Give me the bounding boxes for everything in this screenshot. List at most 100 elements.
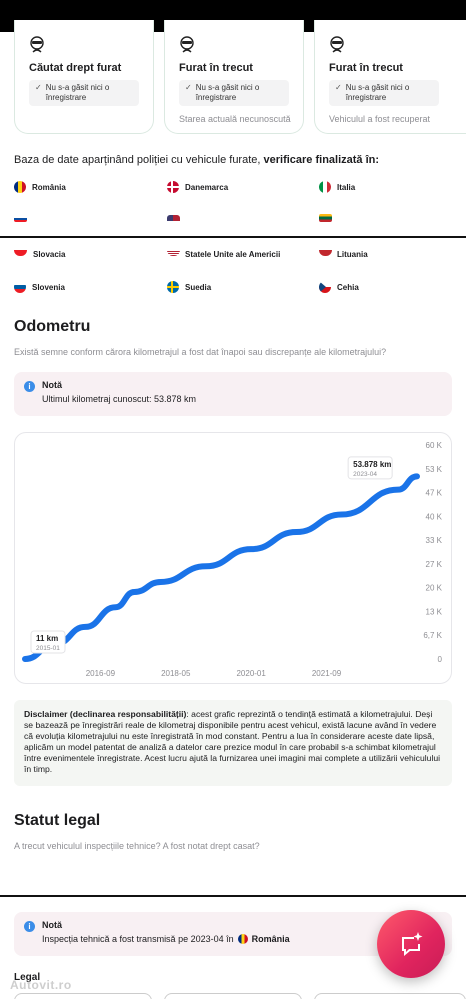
legal-card-1 bbox=[14, 993, 152, 999]
x-tick-label: 2020-01 bbox=[236, 669, 266, 678]
country-label: Statele Unite ale Americii bbox=[185, 250, 281, 259]
watermark: Autovit.ro bbox=[10, 978, 72, 992]
country-label: România bbox=[32, 182, 66, 192]
legal-status-question: A trecut vehiculul inspecțiile tehnice? … bbox=[14, 841, 260, 851]
x-tick-label: 2016-09 bbox=[86, 669, 116, 678]
screenshot-divider bbox=[0, 236, 466, 238]
country-label: Cehia bbox=[337, 282, 359, 292]
slovakia-flag-icon-bottom bbox=[14, 250, 27, 256]
annotation-date: 2015-01 bbox=[36, 645, 60, 652]
annotation-date: 2023-04 bbox=[353, 471, 377, 478]
chat-fab-button[interactable] bbox=[377, 910, 445, 978]
note-text: Inspecția tehnică a fost transmisă pe 20… bbox=[42, 934, 442, 944]
y-tick-label: 6,7 K bbox=[423, 631, 442, 640]
legal-card-2 bbox=[164, 993, 302, 999]
thief-icon bbox=[180, 36, 194, 53]
country-usa: Statele Unite ale Americii bbox=[185, 250, 280, 259]
status-card-result: ✓ Nu s-a găsit nici o înregistrare bbox=[329, 80, 439, 106]
country-label: Danemarca bbox=[185, 182, 229, 192]
romania-flag-icon bbox=[237, 934, 248, 944]
status-card-recovered: Furat în trecut ✓ Nu s-a găsit nici o înr… bbox=[314, 20, 466, 134]
y-tick-label: 47 K bbox=[426, 489, 443, 498]
lithuania-flag-icon-partial bbox=[319, 214, 332, 222]
status-card-wanted: Căutat drept furat ✓ Nu s-a găsit nici o … bbox=[14, 20, 154, 134]
disclaimer-bold: Disclaimer (declinarea responsabilității… bbox=[24, 709, 187, 719]
y-tick-label: 13 K bbox=[426, 607, 443, 616]
legal-section-label: Legal bbox=[14, 972, 41, 983]
status-card-stolen-past: Furat în trecut ✓ Nu s-a găsit nici o înr… bbox=[164, 20, 304, 134]
country-label: Suedia bbox=[185, 282, 212, 292]
status-card-footer: Starea actuală necunoscută bbox=[179, 114, 291, 124]
country-sweden: Suedia bbox=[167, 281, 211, 293]
police-text: Baza de date aparținând poliției cu vehi… bbox=[14, 154, 264, 166]
disclaimer-text: : acest grafic reprezintă o tendință est… bbox=[24, 709, 441, 774]
country-label: Italia bbox=[337, 182, 356, 192]
check-icon: ✓ bbox=[35, 83, 42, 92]
status-card-title: Furat în trecut bbox=[329, 62, 403, 74]
odometer-heading: Odometru bbox=[14, 318, 91, 335]
status-card-footer: Vehiculul a fost recuperat bbox=[329, 114, 431, 124]
check-icon: ✓ bbox=[185, 83, 192, 92]
note-text-value: Ultimul kilometraj cunoscut: 53.878 km bbox=[42, 394, 197, 404]
odometer-chart: 0 6,7 K 13 K 20 K 27 K 33 K 40 K 47 K 53 K 60 K 20… bbox=[14, 432, 452, 684]
thief-icon bbox=[330, 36, 344, 53]
note-title: Notă bbox=[42, 920, 62, 930]
police-text-bold: verificare finalizată în: bbox=[263, 154, 380, 166]
x-tick-label: 2018-05 bbox=[161, 669, 191, 678]
info-icon: i bbox=[24, 381, 35, 392]
status-card-title: Căutat drept furat bbox=[29, 62, 122, 74]
chart-disclaimer: Disclaimer (declinarea responsabilității… bbox=[14, 700, 452, 786]
status-card-result: ✓ Nu s-a găsit nici o înregistrare bbox=[29, 80, 139, 106]
status-card-result-text: Nu s-a găsit nici o înregistrare bbox=[45, 83, 110, 102]
odometer-series-line bbox=[22, 473, 420, 662]
note-text: Ultimul kilometraj cunoscut: 53.878 km bbox=[42, 394, 442, 404]
status-card-result-text: Nu s-a găsit nici o înregistrare bbox=[345, 83, 410, 102]
legal-status-heading: Statut legal bbox=[14, 812, 101, 829]
denmark-flag-icon bbox=[167, 181, 179, 193]
y-tick-label: 53 K bbox=[426, 465, 443, 474]
annotation-value: 11 km bbox=[36, 634, 58, 643]
odometer-chart-svg: 0 6,7 K 13 K 20 K 27 K 33 K 40 K 47 K 53 K 60 K 20… bbox=[22, 441, 443, 678]
check-icon: ✓ bbox=[335, 83, 342, 92]
x-tick-label: 2021-09 bbox=[312, 669, 342, 678]
czech-flag-icon bbox=[319, 281, 331, 293]
odometer-question: Există semne conform cărora kilometrajul… bbox=[14, 347, 387, 357]
y-tick-label: 27 K bbox=[426, 560, 443, 569]
country-label: Slovacia bbox=[33, 250, 66, 259]
country-slovenia: Slovenia bbox=[14, 281, 65, 293]
y-tick-label: 0 bbox=[438, 655, 443, 664]
country-italy: Italia bbox=[319, 181, 355, 193]
stolen-status-cards: Căutat drept furat ✓ Nu s-a găsit nici o … bbox=[14, 20, 466, 134]
note-text-value: Inspecția tehnică a fost transmisă pe 20… bbox=[42, 934, 234, 944]
romania-flag-icon bbox=[14, 181, 26, 193]
note-title: Notă bbox=[42, 380, 62, 390]
status-card-result: ✓ Nu s-a găsit nici o înregistrare bbox=[179, 80, 289, 106]
legal-card-3 bbox=[314, 993, 466, 999]
annotation-value: 53.878 km bbox=[353, 460, 391, 469]
status-card-result-text: Nu s-a găsit nici o înregistrare bbox=[195, 83, 260, 102]
sweden-flag-icon bbox=[167, 281, 179, 293]
country-label: Lituania bbox=[337, 250, 368, 259]
chat-sparkle-icon bbox=[402, 932, 423, 956]
slovenia-flag-icon bbox=[14, 281, 26, 293]
y-tick-label: 40 K bbox=[426, 512, 443, 521]
usa-flag-icon-partial bbox=[167, 215, 180, 221]
country-label: Slovenia bbox=[32, 282, 65, 292]
slovakia-flag-icon-partial bbox=[14, 216, 27, 222]
lithuania-flag-icon-bottom bbox=[319, 250, 332, 256]
country-slovakia: Slovacia bbox=[33, 250, 65, 259]
info-icon: i bbox=[24, 921, 35, 932]
annotation-box bbox=[347, 456, 393, 480]
status-card-title: Furat în trecut bbox=[179, 62, 253, 74]
country-denmark: Danemarca bbox=[167, 181, 228, 193]
y-tick-label: 60 K bbox=[426, 441, 443, 450]
country-lithuania: Lituania bbox=[337, 250, 368, 259]
y-tick-label: 33 K bbox=[426, 536, 443, 545]
thief-icon bbox=[30, 36, 44, 53]
y-tick-label: 20 K bbox=[426, 584, 443, 593]
police-database-text: Baza de date aparținând poliției cu vehi… bbox=[14, 154, 379, 166]
italy-flag-icon bbox=[319, 181, 331, 193]
country-czech: Cehia bbox=[319, 281, 359, 293]
screenshot-divider bbox=[0, 895, 466, 897]
annotation-box bbox=[30, 630, 66, 654]
